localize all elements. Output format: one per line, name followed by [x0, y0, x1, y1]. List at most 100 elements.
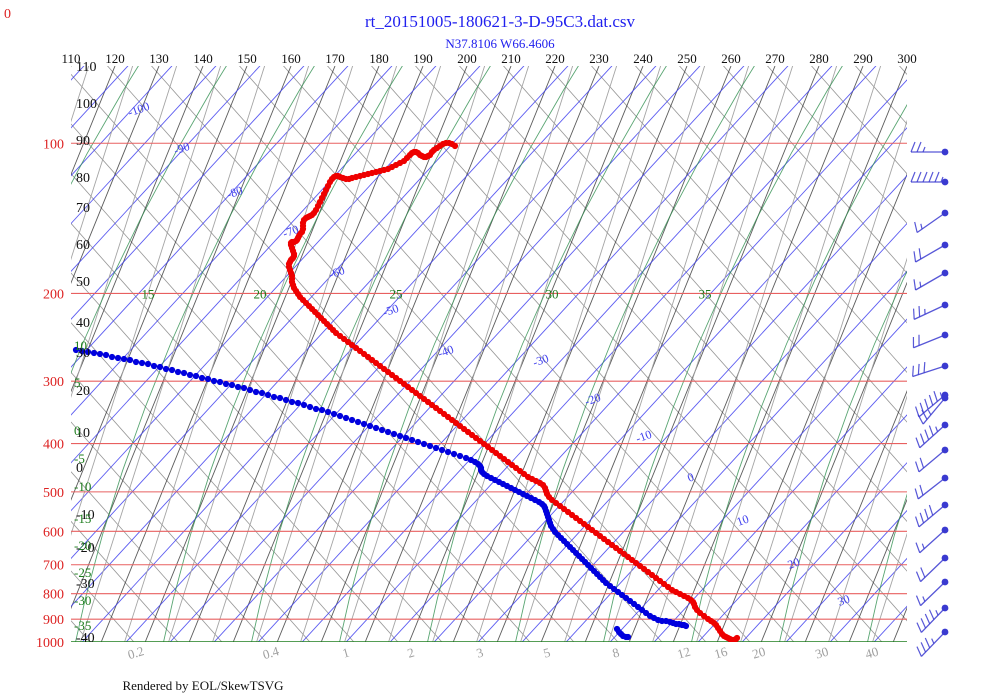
svg-text:300: 300: [897, 51, 917, 66]
svg-text:0: 0: [685, 470, 695, 485]
wind-barb: [915, 446, 949, 473]
wind-barb: [916, 604, 949, 633]
wind-barb-column: [910, 141, 949, 657]
svg-text:-25: -25: [74, 565, 91, 580]
svg-text:0.2: 0.2: [126, 643, 146, 662]
svg-text:70: 70: [76, 201, 90, 216]
svg-text:-70: -70: [281, 222, 301, 241]
wind-barb: [912, 331, 949, 349]
svg-text:30: 30: [813, 644, 830, 662]
svg-text:-20: -20: [583, 390, 603, 409]
page-title: rt_20151005-180621-3-D-95C3.dat.csv: [365, 12, 636, 31]
svg-text:140: 140: [193, 51, 213, 66]
svg-text:-90: -90: [172, 139, 192, 158]
svg-text:3: 3: [475, 645, 485, 661]
svg-text:-30: -30: [531, 351, 551, 370]
svg-text:30: 30: [76, 346, 90, 361]
wind-barb: [910, 141, 949, 156]
wind-barb: [915, 578, 949, 607]
sounding-traces: [72, 139, 741, 642]
page-subtitle: N37.8106 W66.4606: [445, 36, 555, 51]
svg-text:1: 1: [341, 645, 351, 661]
svg-text:-10: -10: [634, 427, 654, 446]
svg-text:10: 10: [76, 426, 90, 441]
svg-text:12: 12: [675, 644, 692, 662]
svg-text:5: 5: [542, 645, 552, 661]
svg-text:160: 160: [281, 51, 301, 66]
svg-text:400: 400: [43, 438, 64, 453]
footer-credit: Rendered by EOL/SkewTSVG: [122, 678, 283, 693]
svg-text:25: 25: [390, 286, 403, 301]
wind-barb: [915, 421, 949, 449]
svg-text:-80: -80: [225, 183, 245, 202]
svg-text:-30: -30: [76, 577, 95, 592]
svg-text:-100: -100: [126, 99, 151, 120]
svg-text:270: 270: [765, 51, 785, 66]
svg-text:250: 250: [677, 51, 697, 66]
svg-text:0: 0: [76, 461, 83, 476]
svg-text:150: 150: [237, 51, 257, 66]
svg-text:40: 40: [863, 644, 880, 662]
svg-text:-35: -35: [74, 618, 91, 633]
svg-text:-20: -20: [74, 538, 91, 553]
svg-text:220: 220: [545, 51, 565, 66]
svg-text:110: 110: [61, 51, 80, 66]
svg-text:20: 20: [786, 555, 802, 572]
svg-text:260: 260: [721, 51, 741, 66]
svg-text:20: 20: [254, 286, 267, 301]
svg-text:16: 16: [712, 644, 729, 662]
svg-text:15: 15: [142, 286, 155, 301]
wind-barb: [914, 209, 949, 234]
svg-text:-40: -40: [76, 631, 95, 646]
svg-text:-15: -15: [74, 511, 91, 526]
svg-text:200: 200: [43, 287, 64, 302]
stray-pressure-label: 0: [4, 7, 11, 22]
svg-text:170: 170: [325, 51, 345, 66]
svg-text:-60: -60: [327, 263, 347, 282]
wind-barb: [914, 474, 949, 500]
wind-barb: [910, 171, 949, 186]
svg-text:240: 240: [633, 51, 653, 66]
svg-text:10: 10: [74, 338, 87, 353]
svg-text:8: 8: [611, 645, 621, 661]
svg-text:120: 120: [105, 51, 125, 66]
svg-text:0: 0: [74, 423, 81, 438]
svg-text:5: 5: [74, 375, 81, 390]
svg-text:40: 40: [76, 316, 90, 331]
svg-text:35: 35: [699, 286, 712, 301]
svg-text:30: 30: [546, 286, 559, 301]
wind-barb: [912, 362, 949, 378]
svg-text:-5: -5: [74, 451, 85, 466]
wind-barb: [917, 394, 949, 425]
svg-text:130: 130: [149, 51, 169, 66]
wind-barb: [915, 526, 949, 554]
wind-barb: [913, 269, 949, 291]
svg-text:-20: -20: [76, 541, 95, 556]
svg-text:20: 20: [750, 644, 767, 662]
svg-text:200: 200: [457, 51, 477, 66]
svg-text:20: 20: [76, 384, 90, 399]
svg-text:60: 60: [76, 238, 90, 253]
svg-text:50: 50: [76, 275, 90, 290]
svg-text:10: 10: [735, 512, 751, 529]
svg-text:210: 210: [501, 51, 521, 66]
svg-text:-10: -10: [76, 508, 95, 523]
svg-text:1000: 1000: [36, 636, 64, 651]
svg-text:900: 900: [43, 613, 64, 628]
wind-barb: [913, 241, 949, 263]
svg-text:-50: -50: [381, 301, 401, 320]
svg-text:2: 2: [406, 645, 416, 661]
svg-text:800: 800: [43, 588, 64, 603]
svg-text:700: 700: [43, 559, 64, 574]
svg-text:600: 600: [43, 525, 64, 540]
svg-text:100: 100: [43, 137, 64, 152]
svg-text:290: 290: [853, 51, 873, 66]
svg-text:300: 300: [43, 375, 64, 390]
wind-barb: [912, 301, 949, 320]
svg-text:280: 280: [809, 51, 829, 66]
svg-text:230: 230: [589, 51, 609, 66]
svg-text:80: 80: [76, 171, 90, 186]
svg-text:-10: -10: [74, 479, 91, 494]
svg-text:100: 100: [76, 97, 97, 112]
